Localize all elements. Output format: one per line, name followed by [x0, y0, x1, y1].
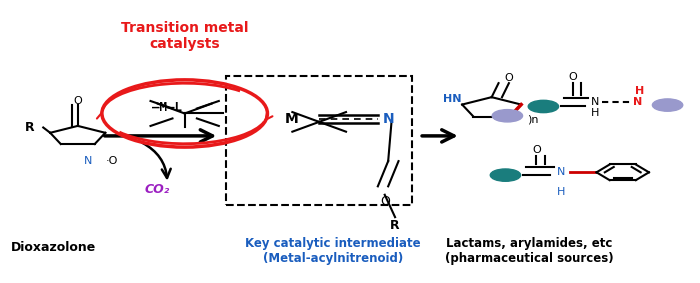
Text: H: H: [591, 108, 599, 119]
Text: Key catalytic intermediate
(Metal-acylnitrenoid): Key catalytic intermediate (Metal-acylni…: [245, 237, 421, 265]
Text: O: O: [380, 195, 390, 208]
Text: R: R: [391, 219, 400, 232]
Text: CO₂: CO₂: [144, 183, 169, 196]
Text: N: N: [591, 97, 599, 107]
Text: O: O: [568, 72, 578, 82]
Text: H: H: [556, 187, 565, 197]
Text: HN: HN: [442, 94, 461, 104]
Text: M: M: [285, 112, 298, 126]
Text: Dioxazolone: Dioxazolone: [11, 241, 96, 254]
Text: R: R: [25, 121, 34, 134]
Text: Lactams, arylamides, etc
(pharmaceutical sources): Lactams, arylamides, etc (pharmaceutical…: [445, 237, 614, 265]
Text: H: H: [636, 86, 645, 96]
Text: —M—L: —M—L: [153, 101, 183, 114]
Circle shape: [490, 169, 521, 181]
Circle shape: [652, 99, 682, 111]
Text: N: N: [634, 97, 643, 107]
Text: )n: )n: [527, 114, 538, 124]
Text: N: N: [556, 167, 565, 177]
Text: Transition metal
catalysts: Transition metal catalysts: [121, 21, 248, 51]
Text: O: O: [74, 96, 82, 106]
Circle shape: [528, 100, 559, 113]
Text: O: O: [505, 72, 513, 83]
Text: N: N: [382, 112, 394, 126]
Text: N: N: [84, 156, 92, 166]
Text: O: O: [532, 145, 541, 155]
Text: ·O: ·O: [106, 156, 118, 166]
Circle shape: [492, 110, 523, 122]
